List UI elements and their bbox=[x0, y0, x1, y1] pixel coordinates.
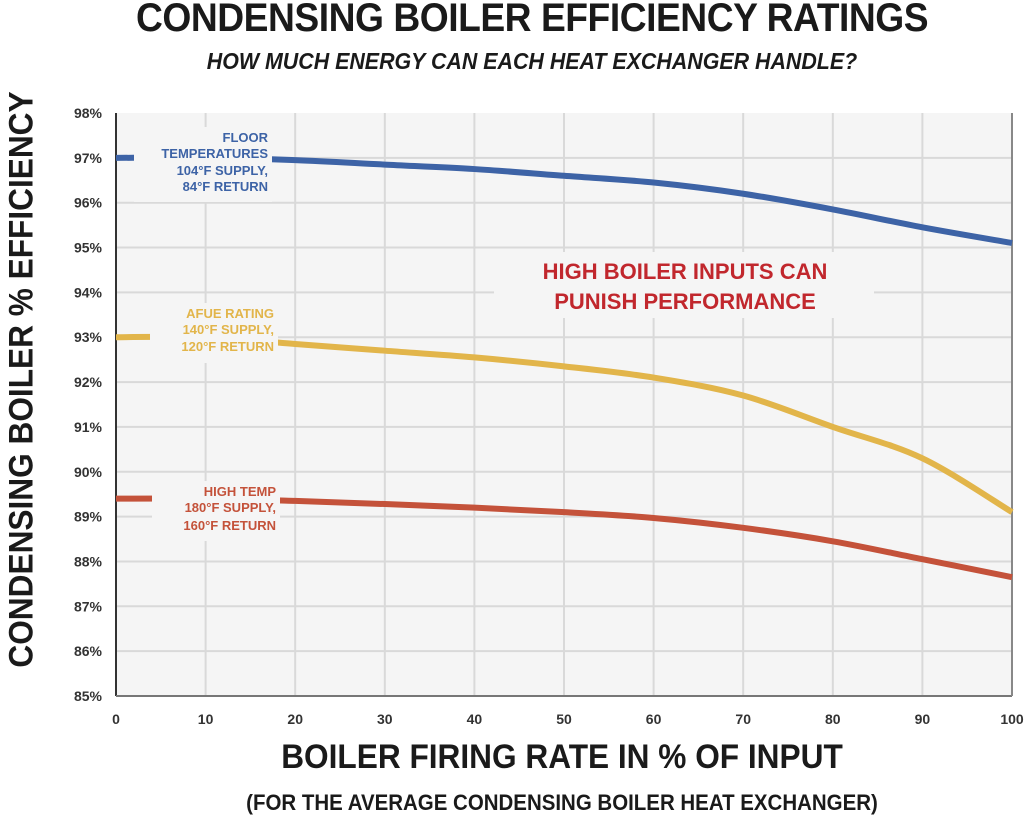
series-label-floor: 84°F RETURN bbox=[183, 179, 268, 194]
x-tick-label: 0 bbox=[112, 711, 120, 727]
x-tick-label: 60 bbox=[646, 711, 662, 727]
x-axis-label: BOILER FIRING RATE IN % OF INPUT bbox=[281, 738, 843, 776]
y-tick-label: 86% bbox=[74, 643, 103, 659]
series-label-high: 160°F RETURN bbox=[183, 518, 276, 533]
series-label-afue: 120°F RETURN bbox=[181, 339, 274, 354]
y-tick-label: 90% bbox=[74, 464, 103, 480]
y-tick-label: 97% bbox=[74, 150, 103, 166]
y-tick-label: 98% bbox=[74, 105, 103, 121]
x-axis-ticks: 0 10 20 30 40 50 60 70 80 90 100 bbox=[112, 711, 1024, 727]
label-background bbox=[150, 303, 278, 363]
x-tick-label: 20 bbox=[287, 711, 303, 727]
annotation-callout: HIGH BOILER INPUTS CAN PUNISH PERFORMANCE bbox=[494, 252, 874, 318]
series-label-high: HIGH TEMP bbox=[204, 484, 277, 499]
series-label-afue: 140°F SUPPLY, bbox=[183, 322, 274, 337]
y-tick-label: 89% bbox=[74, 509, 103, 525]
y-axis-ticks: 98% 97% 96% 95% 94% 93% 92% 91% 90% 89% 88% 87% 86% 8… bbox=[74, 105, 103, 704]
series-label-floor: TEMPERATURES bbox=[161, 146, 268, 161]
y-tick-label: 95% bbox=[74, 240, 103, 256]
x-tick-label: 100 bbox=[1000, 711, 1024, 727]
y-tick-label: 93% bbox=[74, 329, 103, 345]
series-label-high: 180°F SUPPLY, bbox=[185, 500, 276, 515]
chart-subtitle: HOW MUCH ENERGY CAN EACH HEAT EXCHANGER … bbox=[206, 48, 858, 74]
y-tick-label: 87% bbox=[74, 598, 103, 614]
y-tick-label: 88% bbox=[74, 553, 103, 569]
x-tick-label: 90 bbox=[915, 711, 931, 727]
y-tick-label: 94% bbox=[74, 284, 103, 300]
annotation-background bbox=[494, 252, 874, 318]
series-label-floor: 104°F SUPPLY, bbox=[177, 163, 268, 178]
x-tick-label: 30 bbox=[377, 711, 393, 727]
x-axis-sublabel: (FOR THE AVERAGE CONDENSING BOILER HEAT … bbox=[246, 790, 878, 815]
series-label-floor: FLOOR bbox=[223, 130, 269, 145]
x-tick-label: 10 bbox=[198, 711, 214, 727]
y-tick-label: 85% bbox=[74, 688, 103, 704]
x-tick-label: 40 bbox=[467, 711, 483, 727]
annotation-text: PUNISH PERFORMANCE bbox=[554, 289, 816, 314]
y-tick-label: 92% bbox=[74, 374, 103, 390]
series-label-afue: AFUE RATING bbox=[186, 306, 274, 321]
x-tick-label: 80 bbox=[825, 711, 841, 727]
annotation-text: HIGH BOILER INPUTS CAN bbox=[543, 259, 828, 284]
y-tick-label: 96% bbox=[74, 195, 103, 211]
chart-title: CONDENSING BOILER EFFICIENCY RATINGS bbox=[135, 0, 929, 40]
label-background bbox=[152, 481, 280, 541]
x-tick-label: 50 bbox=[556, 711, 572, 727]
y-tick-label: 91% bbox=[74, 419, 103, 435]
label-background bbox=[134, 127, 272, 202]
x-tick-label: 70 bbox=[735, 711, 751, 727]
